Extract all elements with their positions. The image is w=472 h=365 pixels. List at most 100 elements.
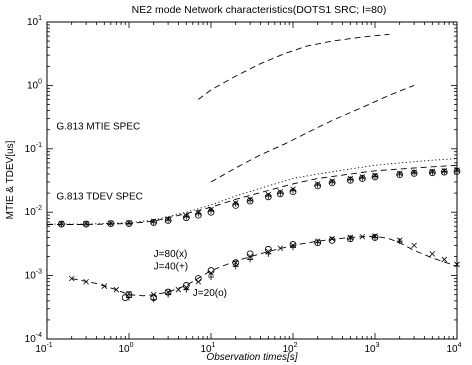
data-point-plus	[232, 263, 239, 270]
data-point-plus	[195, 210, 202, 217]
series-2	[47, 158, 458, 225]
data-marks	[47, 33, 461, 303]
data-point-plus	[265, 250, 272, 257]
data-point-x	[232, 259, 239, 266]
data-point-plus	[58, 221, 65, 228]
axis-ticks	[46, 22, 457, 340]
data-point-o	[107, 220, 115, 228]
data-point-o	[371, 234, 379, 241]
data-point-o	[194, 211, 202, 219]
data-point-x	[441, 256, 448, 263]
data-point-plus	[126, 220, 132, 227]
data-point-o	[314, 182, 322, 190]
data-point-x	[83, 278, 89, 285]
data-point-plus	[232, 200, 239, 207]
x-tick-label: 101	[200, 342, 215, 355]
data-point-x	[208, 270, 214, 276]
tick-labels: 10-1 100 101 102 103 104 10-4 10-3 10-2 10-1 100 10…	[25, 15, 462, 355]
data-point-plus	[150, 219, 157, 226]
series-1	[210, 84, 415, 183]
data-point-o	[453, 168, 461, 175]
data-point-o	[125, 291, 133, 299]
x-tick-label: 103	[364, 342, 379, 355]
data-point-o	[264, 193, 272, 201]
y-tick-label: 101	[27, 15, 42, 28]
series-line	[47, 164, 458, 225]
series-0	[198, 33, 390, 100]
data-point-plus	[247, 256, 254, 263]
annotation: J=20(o)	[193, 288, 227, 299]
x-tick-label: 102	[282, 342, 297, 355]
y-axis-label: MTIE & TDEV[us]	[5, 140, 16, 219]
series-line	[198, 33, 390, 100]
data-point-o	[410, 169, 418, 177]
data-point-o	[164, 217, 172, 224]
y-tick-label: 100	[27, 78, 42, 91]
series-6	[58, 168, 461, 228]
data-point-o	[194, 275, 202, 282]
data-point-o	[150, 219, 158, 226]
data-point-o	[246, 250, 254, 258]
data-point-x	[429, 251, 436, 257]
data-point-o	[125, 220, 133, 228]
data-point-o	[289, 241, 297, 248]
y-tick-label: 10-3	[25, 269, 42, 282]
series-10	[121, 234, 379, 301]
data-point-plus	[208, 207, 214, 214]
data-point-plus	[372, 234, 378, 241]
series-7	[71, 235, 458, 297]
data-point-o	[276, 190, 284, 198]
data-point-o	[232, 202, 240, 209]
data-point-o	[346, 176, 354, 184]
plot-frame	[46, 21, 458, 340]
y-tick-label: 10-4	[25, 332, 42, 345]
data-point-o	[182, 282, 190, 289]
data-point-x	[359, 233, 366, 240]
data-point-x	[175, 286, 182, 293]
data-point-x	[277, 245, 284, 252]
data-point-plus	[183, 286, 190, 293]
data-point-x	[454, 261, 460, 268]
x-tick-label: 104	[446, 342, 461, 355]
annotation: J=80(x)	[154, 249, 188, 260]
data-point-o	[328, 236, 336, 244]
x-tick-label: 100	[118, 342, 133, 355]
data-point-x	[329, 236, 335, 242]
data-point-plus	[347, 235, 354, 242]
data-point-o	[396, 171, 404, 179]
data-point-o	[58, 220, 65, 228]
data-point-o	[82, 220, 90, 228]
chart-title: NE2 mode Network characteristics(DOTS1 S…	[132, 4, 387, 16]
data-point-o	[371, 173, 379, 181]
series-9	[126, 234, 403, 303]
data-point-o	[289, 188, 297, 196]
data-point-o	[150, 294, 158, 301]
data-point-plus	[314, 239, 321, 246]
annotations: G.813 MTIE SPEC G.813 TDEV SPEC J=80(x)J=4…	[56, 122, 227, 299]
data-point-plus	[107, 220, 114, 227]
data-point-plus	[208, 274, 214, 281]
data-point-o	[428, 169, 436, 177]
data-point-o	[207, 208, 215, 216]
x-axis-label: Observation times[s]	[206, 352, 297, 363]
data-point-x	[101, 283, 108, 290]
data-point-o	[328, 179, 336, 187]
annotation: G.813 MTIE SPEC	[56, 122, 140, 133]
data-point-o	[182, 214, 190, 222]
series-line	[47, 158, 458, 225]
x-tick-label: 10-1	[35, 342, 52, 355]
y-tick-label: 10-1	[25, 142, 42, 155]
data-point-plus	[396, 238, 403, 245]
annotation: G.813 TDEV SPEC	[56, 191, 143, 202]
data-point-o	[314, 239, 322, 247]
data-point-o	[346, 235, 354, 243]
data-point-o	[246, 197, 254, 205]
series-line	[71, 235, 458, 297]
data-point-x	[113, 286, 120, 293]
data-point-plus	[83, 221, 90, 228]
data-point-o	[232, 259, 240, 267]
data-point-x	[411, 242, 417, 249]
data-point-x	[68, 275, 75, 282]
annotation: J=40(+)	[154, 261, 188, 272]
